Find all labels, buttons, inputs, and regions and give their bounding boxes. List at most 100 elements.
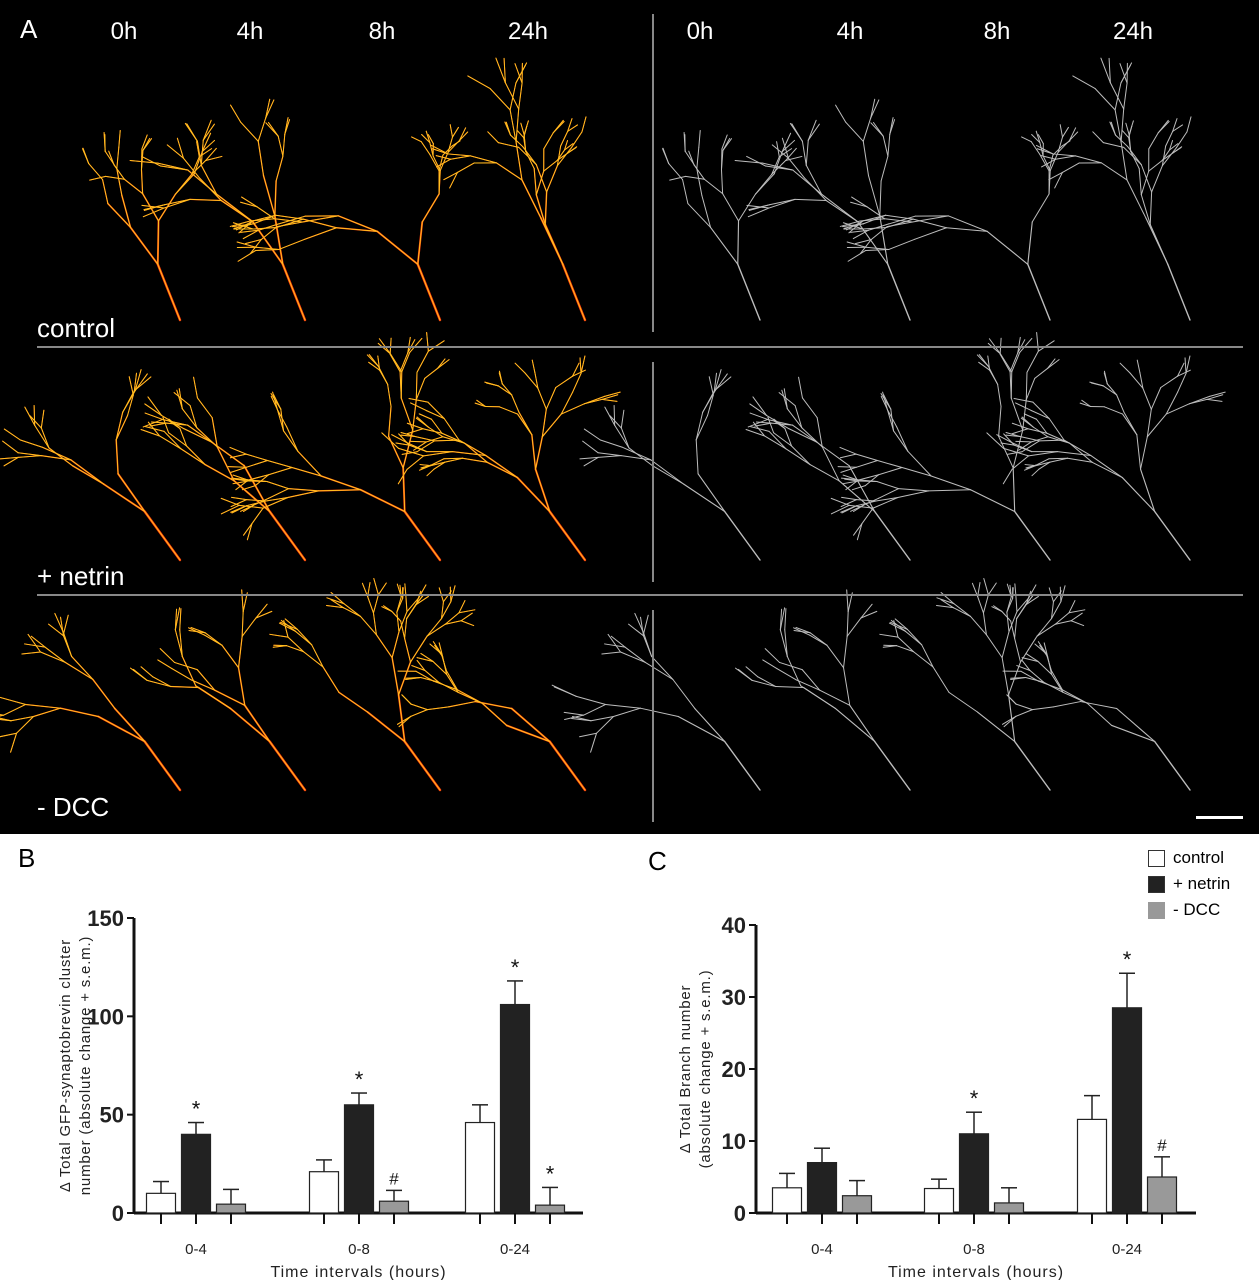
- bar-control: [923, 1187, 955, 1214]
- time-label: 8h: [368, 18, 396, 45]
- bar-netrin: [180, 1133, 212, 1214]
- bar-dcc: [534, 1204, 566, 1214]
- legend-swatch: [1148, 849, 1165, 867]
- synaptobrevin-neuron-image: [579, 369, 761, 561]
- gfp-neuron-image: [396, 641, 587, 792]
- y-tick-label: 30: [722, 985, 746, 1010]
- neuron-images: [0, 57, 1226, 792]
- panel-c-label: C: [648, 846, 667, 876]
- y-tick-label: 10: [722, 1129, 746, 1154]
- y-tick-label: 0: [112, 1201, 124, 1226]
- synaptobrevin-neuron-image: [734, 98, 911, 321]
- time-label: 4h: [836, 18, 864, 45]
- y-tick-label: 100: [87, 1004, 124, 1029]
- time-label: 8h: [983, 18, 1011, 45]
- bar-netrin: [806, 1161, 838, 1214]
- x-tick-label: 0-8: [348, 1241, 370, 1258]
- scale-bar: [1196, 816, 1243, 819]
- time-label: 24h: [1112, 18, 1154, 45]
- bar-control: [464, 1121, 496, 1214]
- gfp-neuron-image: [140, 376, 307, 562]
- significance-mark: *: [511, 955, 520, 980]
- synaptobrevin-neuron-image: [839, 124, 1079, 321]
- significance-mark: *: [192, 1097, 201, 1122]
- legend: control + netrin - DCC: [1148, 845, 1230, 923]
- legend-swatch: [1148, 875, 1165, 893]
- bar-netrin: [1111, 1007, 1143, 1214]
- time-label: 0h: [110, 18, 138, 45]
- time-label: 24h: [507, 18, 549, 45]
- channel-divider: [652, 14, 654, 332]
- synaptobrevin-neuron-image: [986, 355, 1226, 561]
- y-tick-label: 20: [722, 1057, 746, 1082]
- gfp-neuron-image: [0, 369, 182, 562]
- bar-control: [308, 1171, 340, 1214]
- significance-mark: #: [1157, 1136, 1167, 1155]
- synaptobrevin-neuron-image: [551, 612, 761, 791]
- synaptobrevin-neuron-image: [1001, 641, 1191, 791]
- x-tick-label: 0-4: [811, 1241, 833, 1258]
- y-tick-label: 50: [100, 1103, 124, 1128]
- panel-a-label: A: [20, 14, 38, 44]
- y-axis-label: number (absolute change + s.e.m.): [77, 936, 94, 1195]
- row-label-control: control: [37, 313, 116, 343]
- x-tick-label: 0-24: [1112, 1241, 1142, 1258]
- gfp-neuron-image: [129, 98, 307, 322]
- y-axis-label: (absolute change + s.e.m.): [697, 970, 714, 1169]
- y-axis-label: Δ Total GFP-synaptobrevin cluster: [57, 939, 74, 1192]
- synaptobrevin-neuron-image: [879, 577, 1086, 791]
- bar-dcc: [215, 1203, 247, 1214]
- channel-divider: [652, 362, 654, 582]
- legend-swatch: [1148, 901, 1165, 919]
- significance-mark: *: [1123, 947, 1132, 972]
- time-label: 4h: [236, 18, 264, 45]
- gfp-neuron-image: [0, 612, 182, 792]
- row-divider: [37, 346, 1243, 348]
- time-label: 0h: [686, 18, 714, 45]
- bar-control: [1076, 1118, 1108, 1214]
- significance-mark: *: [970, 1086, 979, 1111]
- bar-netrin: [958, 1133, 990, 1214]
- y-axis-label: Δ Total Branch number: [677, 985, 694, 1154]
- bar-control: [145, 1192, 177, 1214]
- bar-control: [771, 1187, 803, 1214]
- legend-item: control: [1148, 845, 1230, 871]
- gfp-neuron-image: [130, 589, 307, 792]
- bar-dcc: [1146, 1176, 1178, 1214]
- x-tick-label: 0-4: [185, 1241, 207, 1258]
- bar-dcc: [378, 1200, 410, 1214]
- significance-mark: *: [546, 1161, 555, 1186]
- panel-b-label: B: [18, 843, 36, 873]
- channel-divider: [652, 610, 654, 822]
- bar-dcc: [993, 1202, 1025, 1214]
- bar-dcc: [841, 1195, 873, 1214]
- synaptobrevin-neuron-image: [662, 130, 803, 321]
- gfp-neuron-image: [381, 355, 621, 562]
- synaptobrevin-neuron-image: [745, 376, 911, 561]
- row-label-dcc: - DCC: [37, 792, 110, 822]
- gfp-neuron-image: [82, 130, 223, 322]
- row-divider: [37, 594, 1243, 596]
- gfp-neuron-image: [229, 124, 469, 322]
- panel-a-micrographs: A 0h 4h 8h 24h 0h 4h 8h 24h control + ne…: [0, 0, 1259, 834]
- y-tick-label: 40: [722, 913, 746, 938]
- legend-item: - DCC: [1148, 897, 1230, 923]
- significance-mark: *: [355, 1067, 364, 1092]
- synaptobrevin-neuron-image: [1035, 57, 1192, 321]
- y-tick-label: 0: [734, 1201, 746, 1226]
- row-label-netrin: + netrin: [37, 561, 125, 591]
- bar-netrin: [499, 1003, 531, 1214]
- synaptobrevin-neuron-image: [830, 332, 1060, 561]
- y-tick-label: 150: [87, 906, 124, 931]
- synaptobrevin-neuron-image: [735, 589, 911, 791]
- legend-item: + netrin: [1148, 871, 1230, 897]
- bar-netrin: [343, 1104, 375, 1214]
- x-axis-label: Time intervals (hours): [888, 1264, 1064, 1280]
- gfp-neuron-image: [430, 57, 587, 322]
- x-axis-label: Time intervals (hours): [270, 1264, 446, 1280]
- significance-mark: #: [389, 1169, 399, 1188]
- x-tick-label: 0-24: [500, 1241, 530, 1258]
- gfp-neuron-image: [269, 577, 476, 792]
- x-tick-label: 0-8: [963, 1241, 985, 1258]
